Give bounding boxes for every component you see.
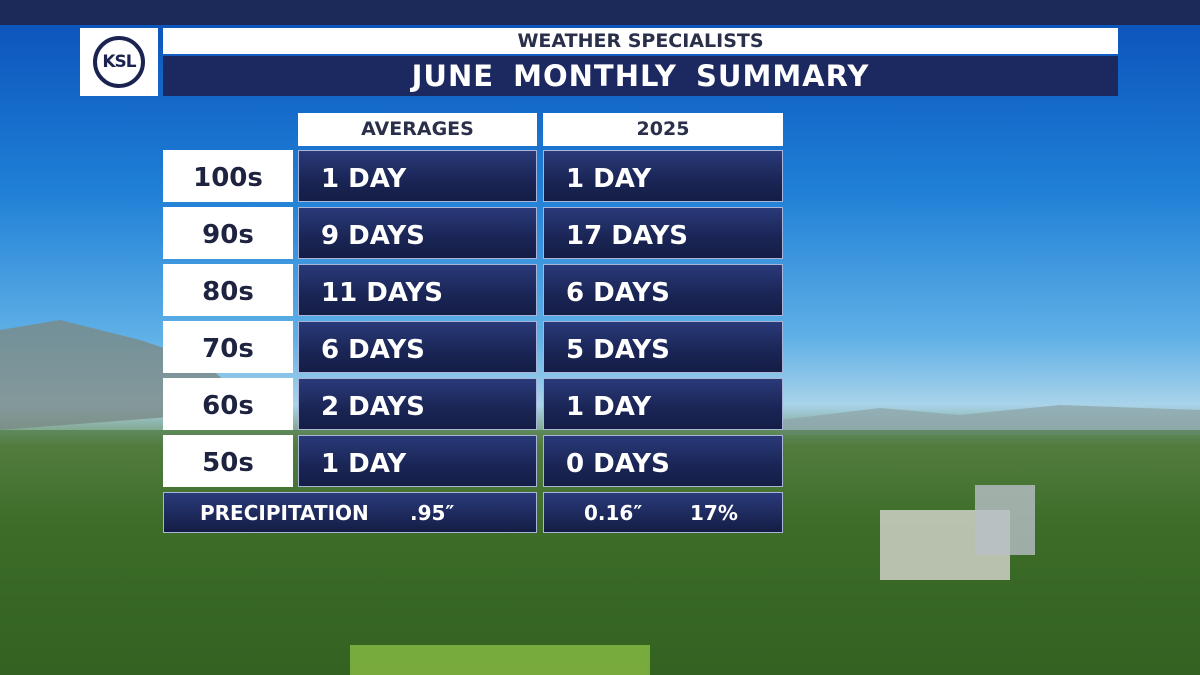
precip-text: 0.16″ xyxy=(584,501,643,525)
row-label: 90s xyxy=(163,207,293,259)
table-cell: 17 DAYS xyxy=(543,207,783,259)
precip-box xyxy=(543,492,783,533)
precip-text: PRECIPITATION xyxy=(200,501,369,525)
column-header: 2025 xyxy=(543,113,783,146)
row-label: 100s xyxy=(163,150,293,202)
precip-box xyxy=(163,492,537,533)
row-label: 50s xyxy=(163,435,293,487)
table-cell: 1 DAY xyxy=(298,435,537,487)
table-cell: 6 DAYS xyxy=(298,321,537,373)
table-cell: 1 DAY xyxy=(543,378,783,430)
table-cell: 6 DAYS xyxy=(543,264,783,316)
logo-box: KSL xyxy=(80,28,158,96)
precip-text: .95″ xyxy=(410,501,455,525)
table-cell: 9 DAYS xyxy=(298,207,537,259)
table-cell: 1 DAY xyxy=(298,150,537,202)
title: JUNE MONTHLY SUMMARY xyxy=(163,56,1118,96)
row-label: 60s xyxy=(163,378,293,430)
subtitle: WEATHER SPECIALISTS xyxy=(163,28,1118,54)
table-cell: 5 DAYS xyxy=(543,321,783,373)
precip-text: 17% xyxy=(690,501,738,525)
row-label: 80s xyxy=(163,264,293,316)
table-cell: 11 DAYS xyxy=(298,264,537,316)
top-bar xyxy=(0,0,1200,25)
table-cell: 1 DAY xyxy=(543,150,783,202)
column-header: AVERAGES xyxy=(298,113,537,146)
logo: KSL xyxy=(93,36,145,88)
row-label: 70s xyxy=(163,321,293,373)
table-cell: 0 DAYS xyxy=(543,435,783,487)
table-cell: 2 DAYS xyxy=(298,378,537,430)
